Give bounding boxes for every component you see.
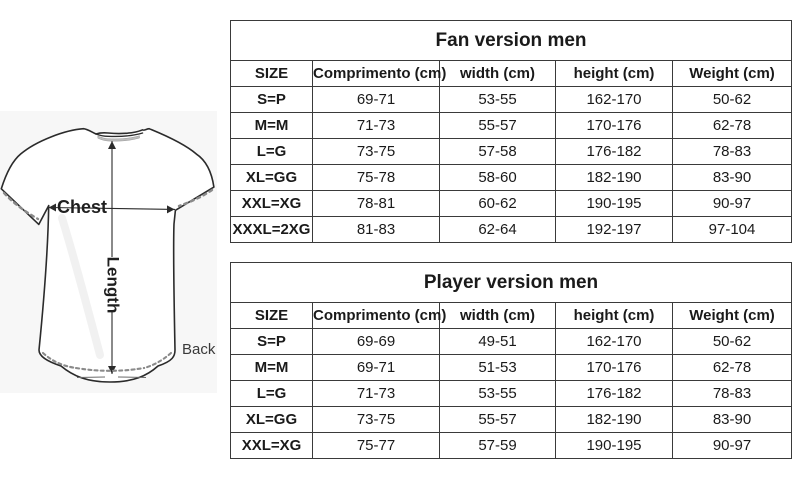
svg-text:Length: Length (104, 257, 123, 314)
svg-text:Back: Back (182, 341, 216, 358)
svg-text:Chest: Chest (57, 197, 107, 217)
